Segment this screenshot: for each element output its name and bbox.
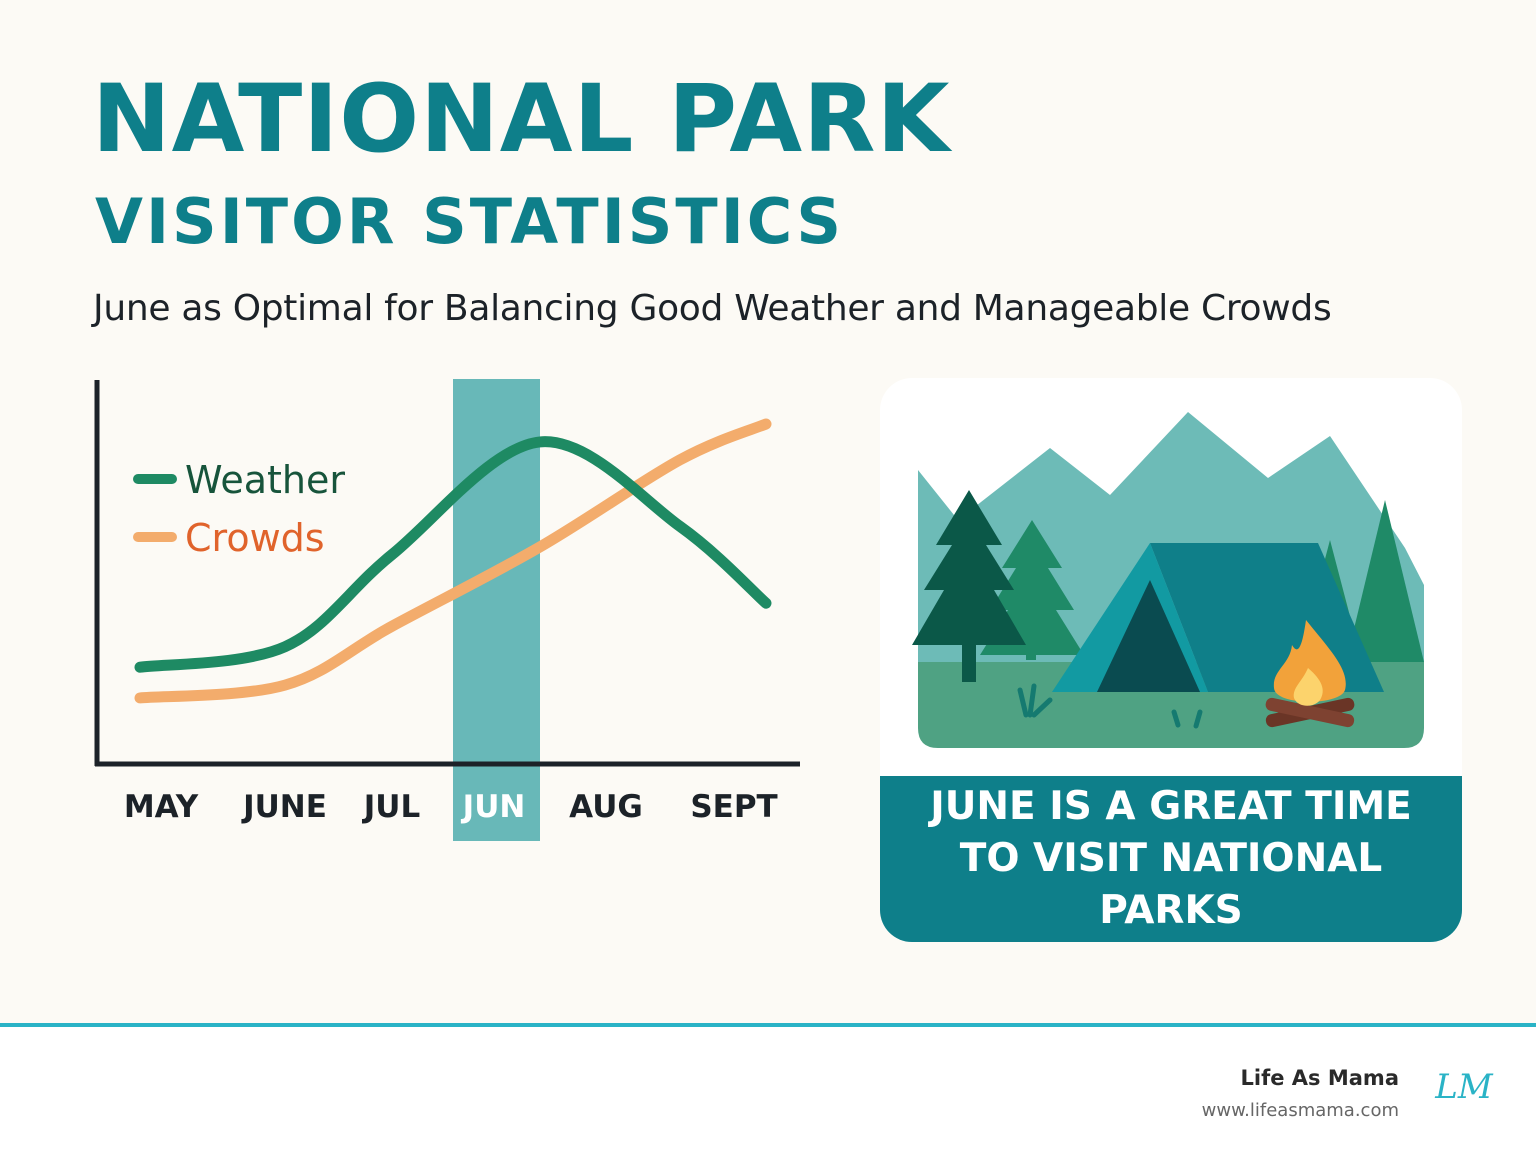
- x-tick-label: JUNE: [241, 789, 327, 825]
- x-tick-label: MAY: [124, 789, 199, 825]
- x-tick-label: AUG: [569, 789, 643, 825]
- grass-tuft-icon: [1017, 683, 1203, 729]
- series-line-weather: [134, 436, 772, 673]
- tagline: June as Optimal for Balancing Good Weath…: [93, 288, 1332, 329]
- legend-label-weather: Weather: [185, 458, 345, 502]
- visitor-chart: Weather Crowds MAY JUNE JUL JUN AUG SEPT: [94, 379, 800, 841]
- series-layer: [134, 418, 772, 704]
- logo-text: LM: [1434, 1067, 1494, 1107]
- brand-logo-icon: LM: [1434, 1067, 1494, 1107]
- brand-name[interactable]: Life As Mama: [1240, 1066, 1399, 1090]
- x-tick-label: JUL: [362, 789, 420, 825]
- legend: Weather Crowds: [133, 458, 345, 560]
- pine-tree-front-icon: [912, 490, 1026, 682]
- page-title: NATIONAL PARK: [92, 65, 951, 174]
- footer: [0, 1027, 1536, 1154]
- callout-banner: JUNE IS A GREAT TIME TO VISIT NATIONAL P…: [880, 776, 1462, 942]
- page-subtitle: VISITOR STATISTICS: [95, 185, 845, 258]
- footer-divider: [0, 1023, 1536, 1027]
- legend-label-crowds: Crowds: [185, 516, 325, 560]
- x-tick-label: SEPT: [690, 789, 777, 825]
- x-tick-labels: MAY JUNE JUL JUN AUG SEPT: [124, 789, 778, 825]
- callout-text: JUNE IS A GREAT TIME TO VISIT NATIONAL P…: [930, 783, 1412, 934]
- brand-url[interactable]: www.lifeasmama.com: [1201, 1100, 1399, 1121]
- series-line-crowds: [134, 418, 772, 704]
- camping-illustration: [912, 412, 1424, 748]
- x-tick-label-highlight: JUN: [461, 789, 526, 825]
- campfire-icon: [1265, 620, 1355, 728]
